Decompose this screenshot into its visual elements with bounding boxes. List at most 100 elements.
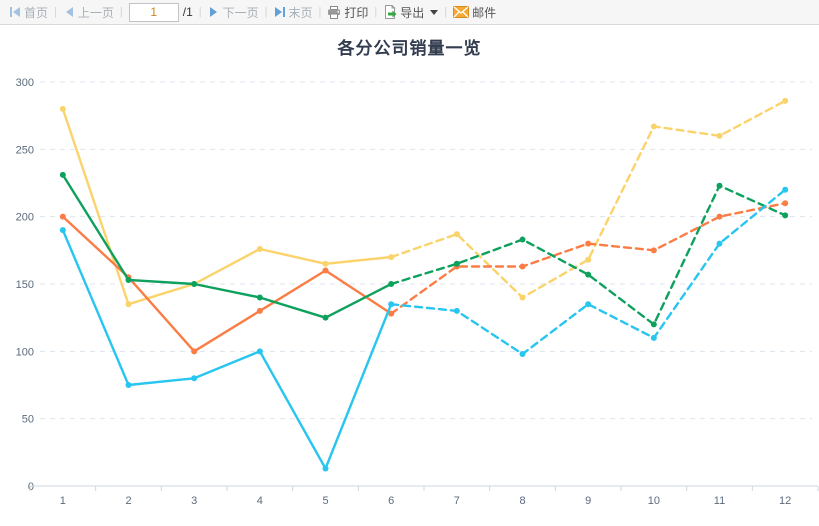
x-tick-label: 6 [388, 495, 394, 507]
x-tick-label: 5 [322, 495, 328, 507]
last-page-button[interactable]: 末页 [270, 4, 317, 21]
chart-title-row: 各分公司销量一览 [0, 25, 819, 58]
data-point-series-2 [191, 281, 198, 287]
data-point-series-2 [650, 321, 657, 328]
data-point-series-1 [256, 307, 263, 314]
data-point-series-0 [125, 301, 132, 308]
data-point-series-1 [388, 310, 395, 317]
data-point-series-3 [388, 301, 395, 308]
y-tick-label: 50 [22, 414, 34, 426]
data-point-series-3 [191, 375, 198, 382]
data-point-series-3 [256, 348, 263, 355]
last-page-icon [274, 6, 286, 18]
prev-page-icon [63, 6, 75, 18]
chevron-down-icon [430, 9, 439, 15]
data-point-series-3 [716, 240, 723, 247]
data-point-series-3 [59, 227, 66, 234]
separator: | [264, 6, 268, 18]
data-point-series-1 [650, 247, 657, 254]
x-tick-label: 12 [779, 495, 791, 507]
data-point-series-2 [519, 236, 526, 243]
separator: | [119, 6, 123, 18]
data-point-series-0 [585, 256, 592, 263]
mail-button[interactable]: 邮件 [449, 4, 500, 21]
data-point-series-3 [650, 334, 657, 341]
y-tick-label: 300 [16, 77, 34, 89]
print-icon [327, 5, 341, 19]
first-page-icon [9, 6, 21, 18]
print-button[interactable]: 打印 [323, 4, 372, 21]
first-page-button[interactable]: 首页 [5, 4, 52, 21]
y-tick-label: 200 [16, 212, 34, 224]
x-tick-label: 4 [257, 495, 263, 507]
x-tick-label: 2 [125, 495, 131, 507]
data-point-series-3 [519, 351, 526, 358]
data-point-series-1 [322, 267, 329, 274]
data-point-series-0 [650, 123, 657, 130]
data-point-series-1 [716, 213, 723, 220]
x-tick-label: 11 [714, 495, 725, 507]
data-point-series-2 [388, 281, 395, 287]
data-point-series-1 [519, 263, 526, 270]
x-tick-label: 7 [454, 495, 460, 507]
data-point-series-3 [125, 382, 132, 388]
data-point-series-1 [585, 240, 592, 247]
y-tick-label: 0 [28, 481, 34, 493]
separator: | [444, 6, 448, 18]
y-tick-label: 150 [16, 279, 34, 291]
report-toolbar: 首页 | 上一页 | /1 | 下一页 | 末页 | 打印 [0, 0, 819, 25]
chart-title: 各分公司销量一览 [337, 39, 482, 58]
first-page-label: 首页 [24, 5, 49, 20]
y-tick-label: 100 [16, 346, 34, 358]
last-page-label: 末页 [288, 5, 313, 20]
separator: | [198, 6, 202, 18]
separator: | [318, 6, 322, 18]
data-point-series-3 [453, 307, 460, 314]
data-point-series-1 [59, 213, 66, 220]
data-point-series-0 [388, 254, 395, 261]
mail-icon [453, 6, 470, 18]
x-tick-label: 8 [519, 495, 525, 507]
data-point-series-2 [716, 182, 723, 189]
line-series-0-solid [61, 107, 393, 306]
line-series-3-solid [61, 228, 393, 470]
next-page-button[interactable]: 下一页 [204, 4, 263, 21]
x-tick-label: 3 [191, 495, 197, 507]
data-point-series-3 [782, 186, 789, 193]
page-number-input[interactable] [128, 2, 179, 22]
prev-page-label: 上一页 [77, 5, 114, 20]
y-tick-label: 250 [16, 144, 34, 156]
data-point-series-2 [585, 271, 592, 278]
data-point-series-0 [716, 132, 723, 139]
data-point-series-0 [59, 105, 66, 112]
next-page-label: 下一页 [222, 5, 259, 20]
x-tick-label: 9 [585, 495, 591, 507]
data-point-series-0 [322, 260, 329, 267]
export-button[interactable]: 导出 [379, 4, 442, 21]
data-point-series-2 [59, 171, 66, 178]
line-series-1-solid [61, 215, 393, 353]
data-point-series-2 [125, 276, 132, 283]
export-icon [383, 4, 397, 19]
prev-page-button[interactable]: 上一页 [59, 4, 118, 21]
line-series-2-solid [61, 173, 393, 319]
separator: | [54, 6, 57, 18]
data-point-series-1 [782, 200, 789, 207]
separator: | [374, 6, 378, 18]
line-series-0-dashed [389, 99, 787, 299]
data-point-series-0 [519, 294, 526, 301]
data-point-series-0 [782, 97, 789, 104]
page-total-label: /1 [182, 5, 193, 19]
data-point-series-0 [453, 231, 460, 238]
data-point-series-1 [191, 348, 198, 355]
print-label: 打印 [344, 5, 369, 20]
x-tick-label: 1 [60, 495, 66, 507]
data-point-series-0 [256, 245, 263, 252]
mail-label: 邮件 [472, 5, 497, 20]
data-point-series-2 [453, 260, 460, 267]
data-point-series-3 [585, 301, 592, 308]
data-point-series-3 [322, 465, 329, 472]
next-page-icon [208, 6, 220, 18]
x-tick-label: 10 [648, 495, 660, 507]
